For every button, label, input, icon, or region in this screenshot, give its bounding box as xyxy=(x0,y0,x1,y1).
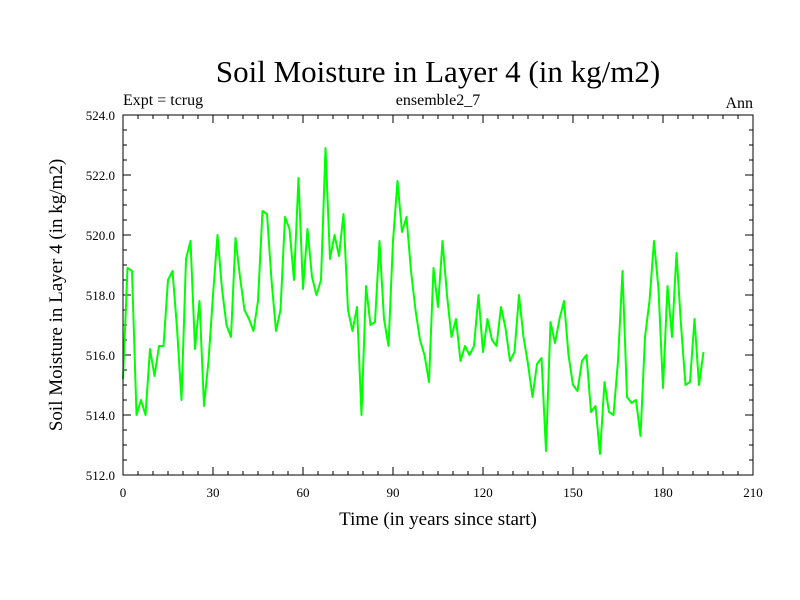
x-tick-label: 0 xyxy=(120,485,127,500)
plot-frame xyxy=(122,114,754,476)
x-axis-label: Time (in years since start) xyxy=(339,509,537,530)
experiment-label: Expt = tcrug xyxy=(123,92,203,109)
y-tick-label: 516.0 xyxy=(86,348,115,363)
x-tick-label: 180 xyxy=(653,485,673,500)
y-tick-label: 514.0 xyxy=(86,408,115,423)
data-series-line xyxy=(122,147,705,455)
x-tick-label: 150 xyxy=(563,485,583,500)
ensemble-label: ensemble2_7 xyxy=(396,92,480,109)
y-tick-label: 524.0 xyxy=(86,108,115,123)
y-tick-label: 520.0 xyxy=(86,228,115,243)
x-tick-labels: 0 30 60 90 120 150 180 210 xyxy=(120,485,763,500)
axis-ticks xyxy=(122,114,754,476)
y-tick-label: 522.0 xyxy=(86,168,115,183)
y-axis-label: Soil Moisture in Layer 4 (in kg/m2) xyxy=(46,159,67,431)
y-tick-label: 518.0 xyxy=(86,288,115,303)
y-tick-label: 512.0 xyxy=(86,468,115,483)
x-tick-label: 210 xyxy=(743,485,763,500)
x-tick-label: 60 xyxy=(297,485,310,500)
period-label: Ann xyxy=(725,95,753,112)
x-tick-label: 120 xyxy=(473,485,493,500)
chart-title: Soil Moisture in Layer 4 (in kg/m2) xyxy=(216,54,660,89)
x-tick-label: 90 xyxy=(387,485,400,500)
y-tick-labels: 512.0 514.0 516.0 518.0 520.0 522.0 524.0 xyxy=(86,108,115,483)
x-tick-label: 30 xyxy=(207,485,220,500)
